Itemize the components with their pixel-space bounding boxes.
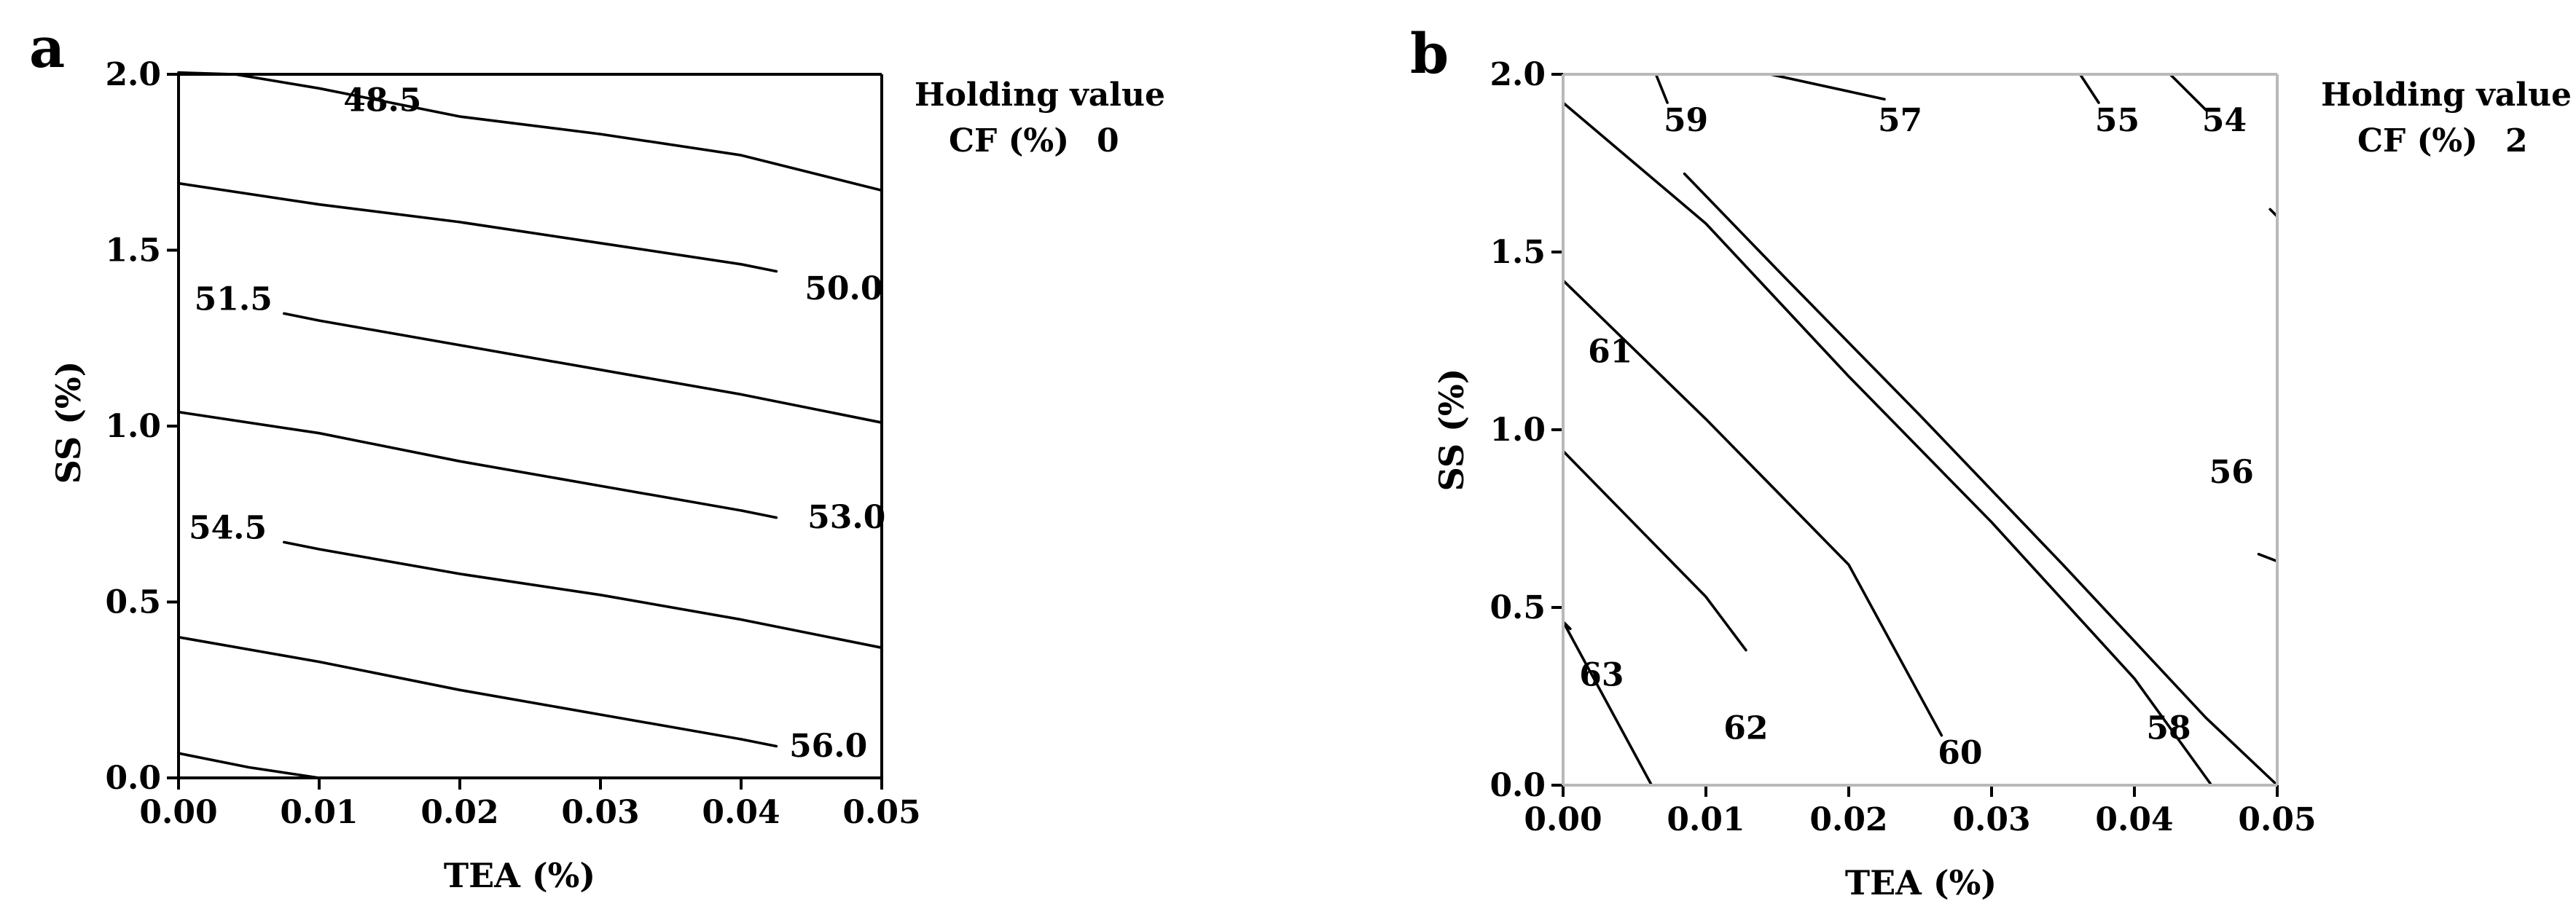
holding-value-a: 0 <box>1097 122 1119 160</box>
contour-line-58 <box>2257 553 2279 563</box>
x-tick-label: 0.05 <box>2238 801 2316 838</box>
contour-label-56: 56 <box>2209 454 2254 491</box>
holding-variable-a: CF (%) <box>949 122 1069 160</box>
contour-lines-a <box>177 71 883 779</box>
contour-line-54 <box>2169 73 2207 111</box>
contour-label-62: 62 <box>1723 710 1768 747</box>
holding-variable-b: CF (%) <box>2357 122 2478 160</box>
contour-label-53: 53.0 <box>807 499 885 536</box>
x-tick-label: 0.02 <box>420 794 498 831</box>
holding-title-b: Holding value <box>2321 76 2572 114</box>
y-tick-label: 1.5 <box>1489 234 1546 271</box>
contour-label-61: 61 <box>1588 333 1632 370</box>
x-tick-label: 0.03 <box>1952 801 2030 838</box>
contour-line-54-5 <box>283 540 883 650</box>
y-tick-label: 1.0 <box>1489 412 1546 449</box>
x-axis-title-a: TEA (%) <box>444 856 595 895</box>
x-axis-title-b: TEA (%) <box>1845 863 1997 902</box>
contour-label-58: 58 <box>2146 710 2191 747</box>
plot-frame-b <box>1562 73 2279 787</box>
contour-line-50 <box>177 181 778 273</box>
panel-a: a Holding value CF (%) 0 TEA (%) SS (%) … <box>29 15 1165 895</box>
contour-line-55 <box>2078 73 2100 104</box>
contour-line-51-5 <box>283 312 883 424</box>
x-tick-label: 0.00 <box>1524 801 1602 838</box>
holding-value-b: 2 <box>2505 122 2528 160</box>
plot-frame-a <box>177 73 883 779</box>
contour-label-57: 57 <box>1878 102 1922 139</box>
y-tick-label: 1.5 <box>105 232 161 269</box>
contour-label-60: 60 <box>1938 735 1982 772</box>
y-axis-title-b: SS (%) <box>1432 369 1471 492</box>
contour-labels-a: 48.5 50.0 51.5 53.0 54.5 56.0 <box>189 82 885 765</box>
y-tick-label: 0.5 <box>105 584 161 621</box>
contour-line-57-5 <box>177 752 321 779</box>
ticks-b: 0.00 0.01 0.02 0.03 0.04 0.05 0.0 0.5 1.0 1.5 2.0 <box>1489 56 2316 838</box>
contour-line-60-5 <box>1683 172 2279 787</box>
x-tick-label: 0.01 <box>280 794 358 831</box>
y-tick-label: 2.0 <box>1489 56 1546 93</box>
x-tick-label: 0.04 <box>702 794 780 831</box>
contour-label-54-5: 54.5 <box>189 510 267 547</box>
contour-label-54: 54 <box>2202 102 2247 139</box>
panel-b: b Holding value CF (%) 2 TEA (%) SS (%) … <box>1410 21 2572 902</box>
contour-label-63: 63 <box>1579 656 1624 693</box>
contour-label-51-5: 51.5 <box>195 281 273 318</box>
contour-line-62 <box>1562 620 1653 787</box>
contour-label-50: 50.0 <box>804 270 882 307</box>
x-tick-label: 0.05 <box>842 794 920 831</box>
contour-line-48-5 <box>233 73 883 192</box>
holding-title-a: Holding value <box>915 76 1165 114</box>
panel-letter-b: b <box>1410 21 1449 86</box>
panel-letter-a: a <box>29 15 65 80</box>
y-tick-label: 2.0 <box>105 56 161 93</box>
x-tick-label: 0.03 <box>561 794 639 831</box>
contour-label-55: 55 <box>2095 102 2140 139</box>
x-tick-label: 0.04 <box>2095 801 2173 838</box>
contour-label-56: 56.0 <box>789 728 867 765</box>
x-tick-label: 0.02 <box>1809 801 1887 838</box>
contour-label-59: 59 <box>1664 102 1708 139</box>
contour-line-53 <box>177 410 778 519</box>
contour-line-56 <box>177 636 778 748</box>
y-tick-label: 0.0 <box>105 760 161 797</box>
contour-line-60 <box>1562 279 1943 737</box>
y-tick-label: 0.0 <box>1489 767 1546 804</box>
contour-label-48-5: 48.5 <box>343 82 421 119</box>
x-tick-label: 0.00 <box>139 794 217 831</box>
contour-line-57 <box>1769 73 1886 101</box>
contour-line-59 <box>1654 73 1669 104</box>
contour-line-61 <box>1562 449 1747 652</box>
ticks-a: 0.00 0.01 0.02 0.03 0.04 0.050.00.51.01.52.0 <box>105 56 920 831</box>
y-tick-label: 1.0 <box>105 408 161 445</box>
contour-line-59-9 <box>1562 101 2213 787</box>
contour-lines-b <box>1562 73 2279 787</box>
y-axis-title-a: SS (%) <box>49 361 88 484</box>
x-tick-label: 0.01 <box>1667 801 1745 838</box>
contour-labels-b: 59 60 61 62 57 55 54 56 58 63 <box>1579 102 2254 772</box>
y-tick-label: 0.5 <box>1489 589 1546 626</box>
